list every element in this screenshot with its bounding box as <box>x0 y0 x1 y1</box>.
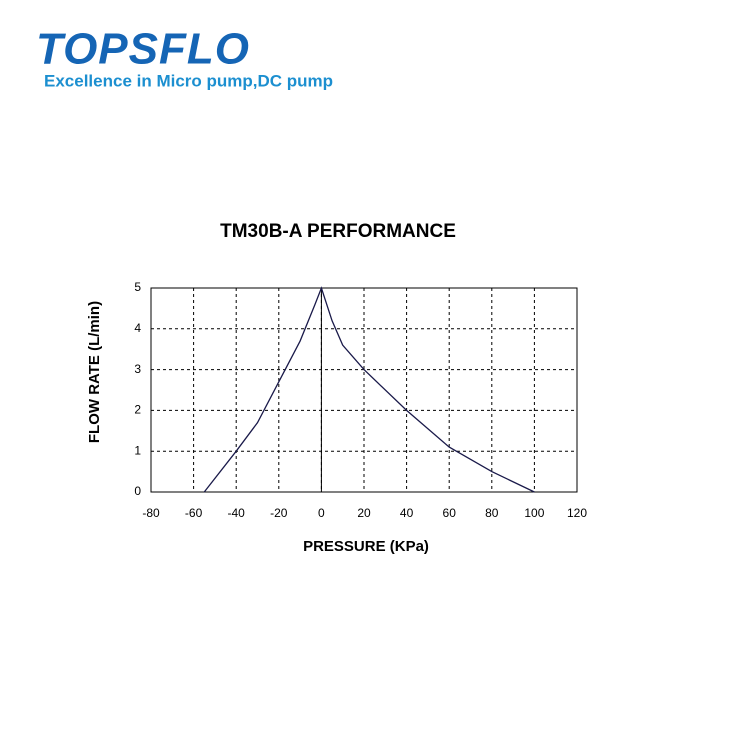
x-tick-label: -20 <box>270 506 288 520</box>
flow-curve <box>203 286 535 493</box>
y-tick-label: 5 <box>134 280 141 294</box>
y-tick-label: 2 <box>134 403 141 417</box>
x-tick-label: 120 <box>567 506 587 520</box>
chart-title: TM30B-A PERFORMANCE <box>220 221 456 242</box>
x-tick-label: 60 <box>443 506 457 520</box>
x-tick-label: 0 <box>318 506 325 520</box>
x-tick-label: 80 <box>485 506 499 520</box>
y-tick-label: 0 <box>134 484 141 498</box>
x-tick-label: -80 <box>142 506 160 520</box>
y-tick-label: 1 <box>134 443 141 457</box>
plot-frame <box>150 287 578 493</box>
x-tick-label: 40 <box>400 506 414 520</box>
tagline: Excellence in Micro pump,DC pump <box>44 71 333 90</box>
x-tick-label: 20 <box>357 506 371 520</box>
y-tick-label: 4 <box>134 321 141 335</box>
brand-logo: TOPSFLO <box>36 25 250 74</box>
x-tick-label: -60 <box>185 506 203 520</box>
x-tick-label: 100 <box>524 506 544 520</box>
y-axis-label: FLOW RATE (L/min) <box>86 301 103 443</box>
x-axis-label: PRESSURE (KPa) <box>303 538 429 555</box>
x-tick-label: -40 <box>228 506 246 520</box>
y-tick-label: 3 <box>134 362 141 376</box>
